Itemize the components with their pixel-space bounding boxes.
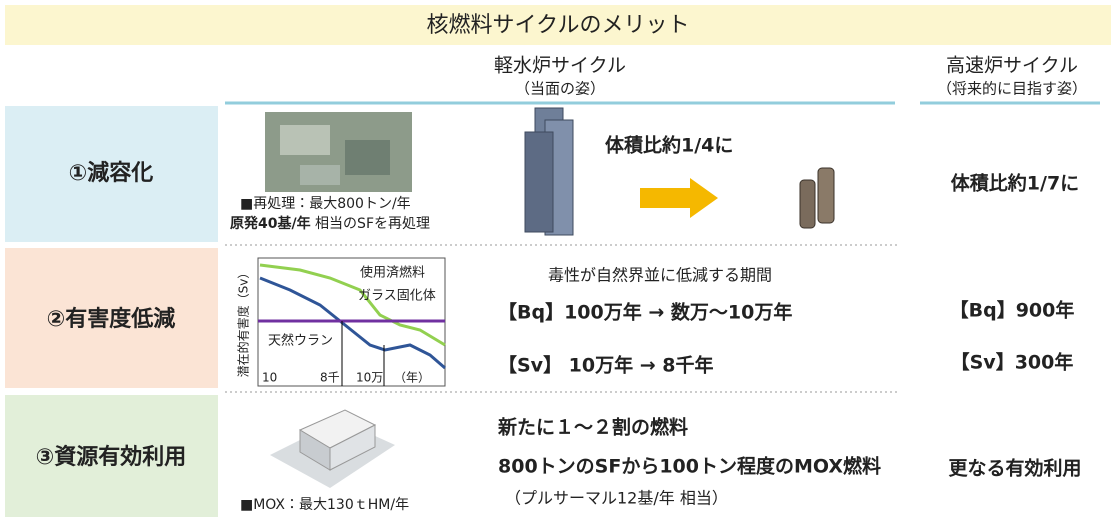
statement: 新たに１～２割の燃料 — [497, 416, 688, 439]
column-title: 軽水炉サイクル — [494, 55, 626, 77]
row-label: ②有害度低減 — [47, 306, 176, 332]
title: 核燃料サイクルのメリット — [427, 13, 690, 38]
statement: 【Sv】 10万年 → 8千年 — [498, 354, 714, 377]
slide: 核燃料サイクルのメリット 軽水炉サイクル （当面の姿） 高速炉サイクル （将来的… — [0, 0, 1116, 520]
statement: 体積比約1/7に — [951, 172, 1079, 195]
row-label: ③資源有効利用 — [36, 444, 187, 470]
plant-photo-detail — [345, 140, 390, 175]
canister — [818, 168, 834, 223]
note-text: 相当のSFを再処理 — [311, 216, 430, 232]
statement: 体積比約1/4に — [605, 134, 733, 157]
page: { "title": "核燃料サイクルのメリット", "columns": [ … — [0, 0, 1116, 520]
chart-x-label: 10 — [262, 371, 277, 385]
column-subtitle: （当面の姿） — [515, 80, 605, 98]
statement: 【Sv】300年 — [951, 351, 1074, 374]
row-label: ①減容化 — [69, 161, 154, 186]
statement-caption: 毒性が自然界並に低減する期間 — [548, 266, 772, 285]
statement-caption: （プルサーマル12基/年 相当） — [505, 489, 728, 508]
statement: 【Bq】900年 — [950, 299, 1075, 322]
statement: 800トンのSFから100トン程度のMOX燃料 — [498, 455, 881, 478]
canister — [800, 180, 815, 228]
note: ■MOX：最大130ｔHM/年 — [240, 497, 409, 513]
chart-series-label: 使用済燃料 — [360, 265, 425, 281]
mox-plant-image — [270, 410, 395, 488]
chart-x-label: 10万 — [356, 371, 383, 385]
body: 核燃料サイクルのメリット 軽水炉サイクル （当面の姿） 高速炉サイクル （将来的… — [0, 0, 1116, 520]
chart-series-label: ガラス固化体 — [358, 289, 436, 304]
arrow — [640, 178, 718, 218]
chart-series-label: 天然ウラン — [268, 333, 333, 349]
chart-axis-label: 潜在的有害度（Sv） — [236, 267, 251, 378]
fuel-assembly — [525, 108, 573, 235]
chart-x-label: 8千 — [320, 371, 340, 385]
statement: 更なる有効利用 — [948, 457, 1081, 480]
plant-photo-detail — [280, 125, 330, 155]
statement: 【Bq】100万年 → 数万～10万年 — [498, 301, 792, 324]
note: ■再処理：最大800トン/年 — [240, 196, 411, 212]
canisters — [800, 168, 834, 228]
note: 原発40基/年 相当のSFを再処理 — [230, 215, 430, 232]
column-title: 高速炉サイクル — [946, 55, 1078, 77]
plant-photo-detail — [300, 165, 340, 185]
fuel-assembly-body — [525, 132, 553, 232]
column-subtitle: （将来的に目指す姿） — [937, 80, 1087, 98]
chart-x-label: （年） — [394, 371, 430, 385]
note-bold: 原発40基/年 — [230, 215, 311, 232]
